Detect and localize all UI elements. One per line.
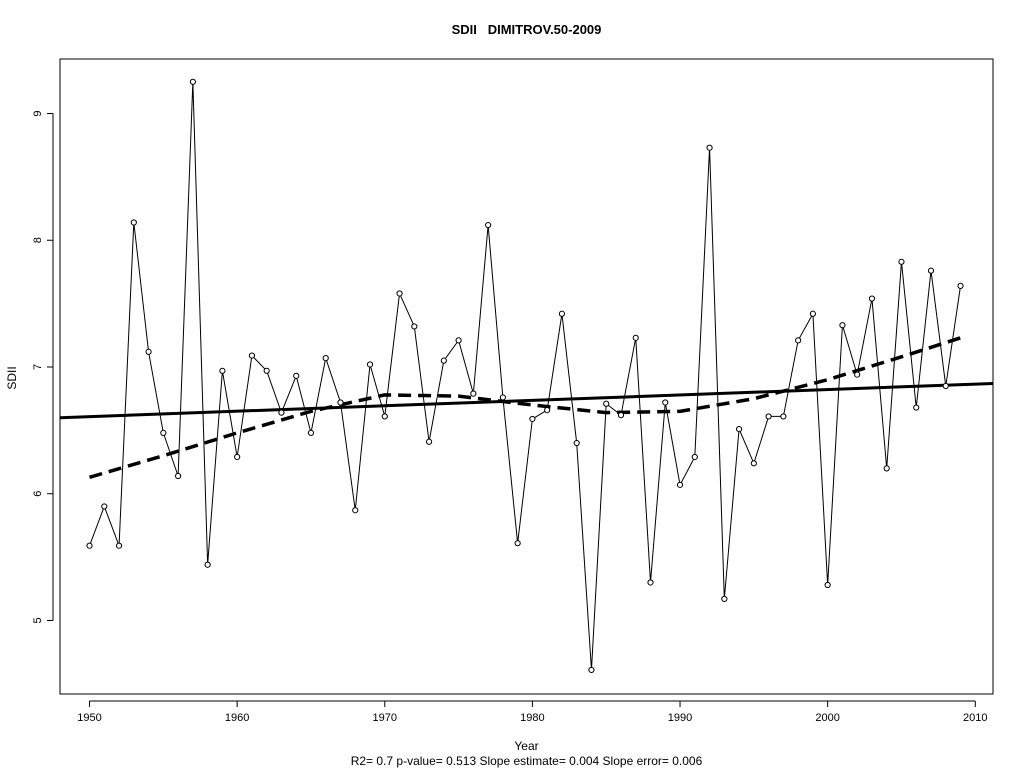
data-point	[942, 382, 949, 390]
data-point	[440, 357, 447, 364]
data-layer	[59, 78, 994, 674]
data-point	[632, 334, 639, 341]
y-tick-label: 6	[32, 491, 44, 497]
data-point	[558, 310, 566, 317]
linear-trend-line	[59, 381, 994, 420]
data-point	[588, 666, 595, 674]
data-point	[248, 352, 256, 359]
data-point	[514, 540, 521, 547]
data-point	[735, 425, 743, 433]
data-point	[485, 221, 492, 229]
y-tick-label: 7	[32, 364, 44, 370]
data-point	[455, 337, 462, 344]
data-point	[780, 413, 787, 420]
data-point	[101, 503, 108, 510]
data-point	[529, 415, 536, 423]
data-point	[795, 337, 802, 344]
data-point	[750, 460, 757, 467]
data-point	[425, 438, 433, 445]
data-point	[721, 595, 728, 603]
data-point	[234, 453, 241, 461]
plot-frame	[59, 58, 994, 695]
data-point	[86, 542, 93, 549]
data-point	[204, 561, 211, 568]
data-point	[411, 323, 418, 330]
data-point	[352, 507, 359, 514]
x-tick-label: 2010	[963, 712, 987, 724]
data-point	[115, 542, 123, 549]
data-point	[765, 413, 772, 420]
data-point	[175, 472, 182, 480]
x-tick-label: 1950	[77, 712, 101, 724]
data-point	[130, 219, 137, 226]
data-point	[366, 361, 374, 368]
data-point	[647, 579, 654, 586]
x-tick-label: 1990	[668, 712, 692, 724]
data-point	[868, 295, 876, 302]
data-point	[470, 390, 477, 397]
data-point	[706, 144, 713, 151]
chart-title: SDII DIMITROV.50-2009	[451, 22, 602, 37]
data-point	[278, 409, 285, 416]
data-point	[381, 413, 388, 420]
smoothed-trend-line	[89, 336, 962, 479]
x-tick-label: 1970	[373, 712, 397, 724]
y-tick-label: 5	[32, 617, 44, 623]
data-point	[691, 453, 698, 461]
x-axis-label: Year	[514, 739, 539, 753]
regression-stats-subtitle: R2= 0.7 p-value= 0.513 Slope estimate= 0…	[350, 754, 703, 768]
observed-series-line	[89, 81, 962, 670]
data-point	[573, 439, 580, 447]
data-point	[307, 429, 315, 437]
data-point	[957, 282, 964, 289]
data-point	[293, 372, 300, 379]
y-axis-label: SDII	[5, 366, 19, 390]
data-point	[544, 406, 551, 414]
data-point	[839, 322, 846, 329]
data-point	[854, 371, 861, 378]
data-point	[809, 310, 816, 317]
data-point	[662, 399, 669, 406]
data-point	[603, 400, 610, 407]
data-point	[676, 481, 684, 488]
data-point	[883, 465, 890, 472]
x-tick-label: 1960	[225, 712, 249, 724]
data-point	[322, 355, 329, 362]
data-point	[189, 78, 196, 85]
x-tick-label: 1980	[520, 712, 544, 724]
y-tick-label: 9	[32, 110, 44, 116]
data-point	[499, 394, 506, 401]
y-tick-label: 8	[32, 237, 44, 243]
data-point	[617, 412, 625, 419]
data-point	[145, 348, 152, 355]
data-point	[927, 267, 935, 274]
data-point	[219, 367, 226, 374]
data-point	[263, 367, 270, 374]
data-point	[337, 399, 344, 406]
data-point	[160, 429, 167, 437]
data-point	[913, 404, 920, 411]
data-point	[396, 290, 403, 297]
data-point	[898, 258, 905, 265]
axes: 1950 1960 1970 1980 1990 2000 2010 5 6 7 8 9	[32, 110, 988, 724]
data-point	[824, 581, 831, 589]
x-tick-label: 2000	[815, 712, 839, 724]
